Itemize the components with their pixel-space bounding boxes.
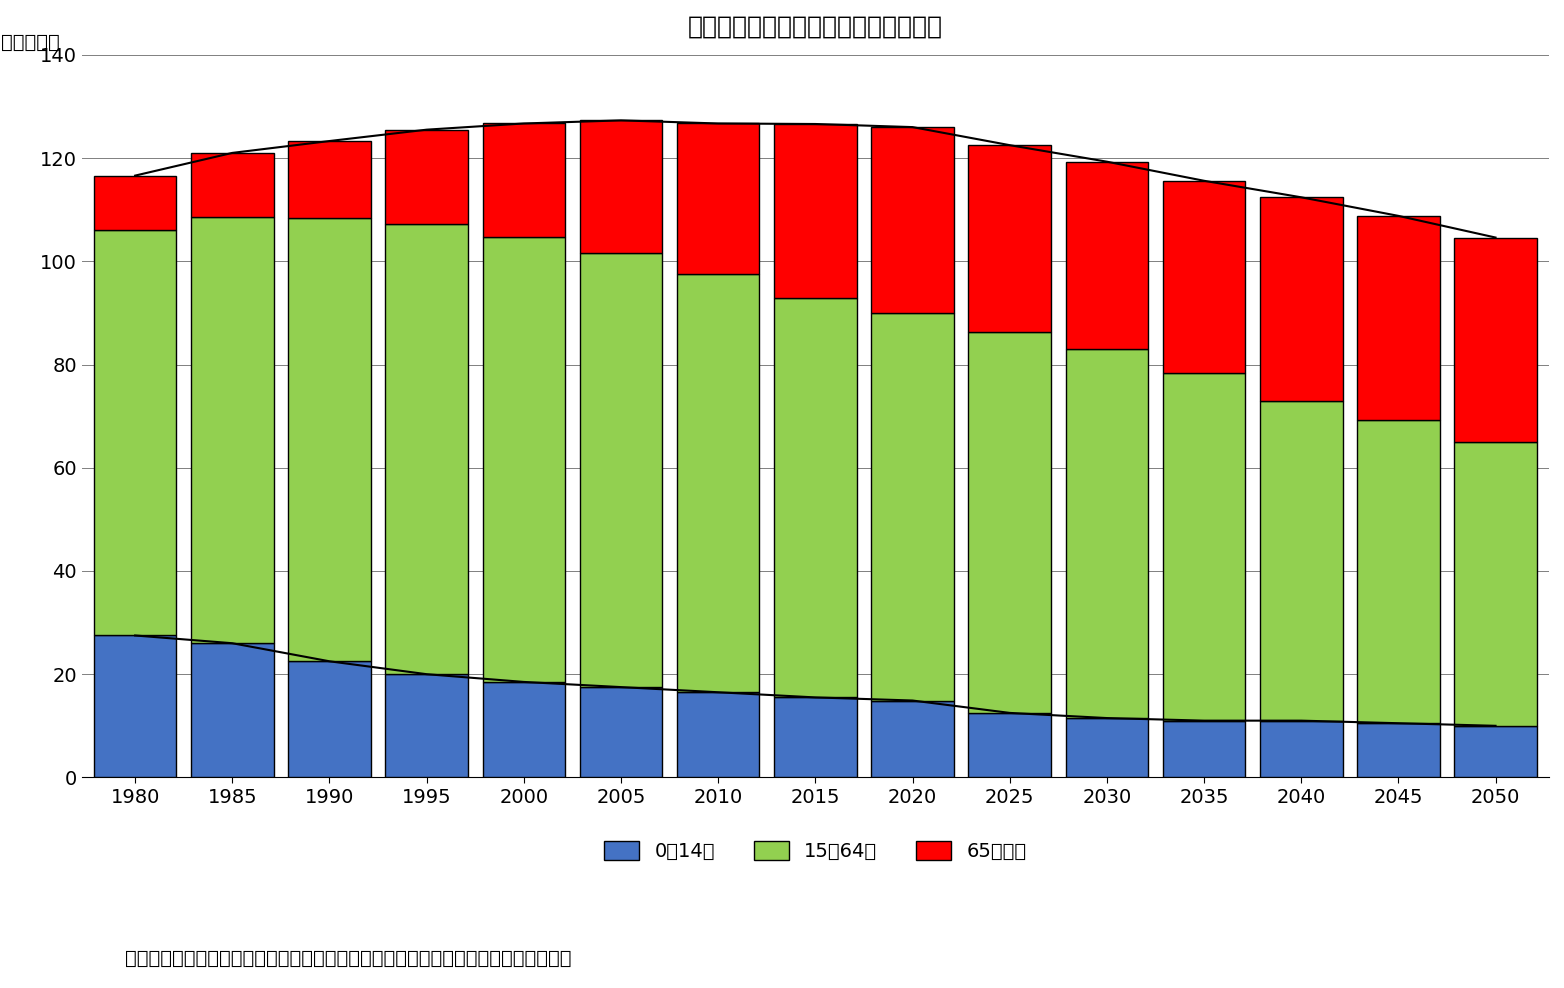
Bar [580,121,662,253]
Bar [94,230,177,635]
Bar [385,674,468,778]
Bar [1065,349,1148,718]
Bar [774,698,857,778]
Bar [774,298,857,698]
Bar [1455,726,1537,778]
Bar [1261,720,1342,778]
Bar [94,176,177,230]
Bar [483,124,565,237]
Bar [483,682,565,778]
Bar [1455,237,1537,442]
Bar [1358,420,1440,723]
Bar [871,313,954,700]
Bar [94,635,177,778]
Bar [677,693,760,778]
Bar [580,253,662,687]
Bar [1358,723,1440,778]
Text: （百万人）: （百万人） [2,34,59,52]
Bar [385,224,468,674]
Text: 出所：国立人口問題研究所「日本の将来推計人口（令和５年推計）」を基に筆者作成: 出所：国立人口問題研究所「日本の将来推計人口（令和５年推計）」を基に筆者作成 [125,949,571,968]
Bar [1358,215,1440,420]
Bar [191,217,274,643]
Bar [871,127,954,313]
Bar [871,700,954,778]
Bar [774,124,857,298]
Bar [1162,181,1245,372]
Bar [1162,372,1245,720]
Bar [1065,162,1148,349]
Bar [191,643,274,778]
Bar [968,332,1051,713]
Legend: 0～14歳, 15～64歳, 65歳以上: 0～14歳, 15～64歳, 65歳以上 [596,833,1035,868]
Bar [288,661,371,778]
Bar [677,275,760,693]
Bar [1261,401,1342,720]
Bar [483,237,565,682]
Bar [1065,718,1148,778]
Title: 図表：待ったなしの人口減少と高齢化: 図表：待ったなしの人口減少と高齢化 [688,15,943,39]
Bar [1261,198,1342,401]
Bar [677,124,760,275]
Bar [385,129,468,224]
Bar [968,713,1051,778]
Bar [1162,720,1245,778]
Bar [191,153,274,217]
Bar [968,145,1051,332]
Bar [580,687,662,778]
Bar [288,141,371,218]
Bar [288,218,371,661]
Bar [1455,442,1537,726]
